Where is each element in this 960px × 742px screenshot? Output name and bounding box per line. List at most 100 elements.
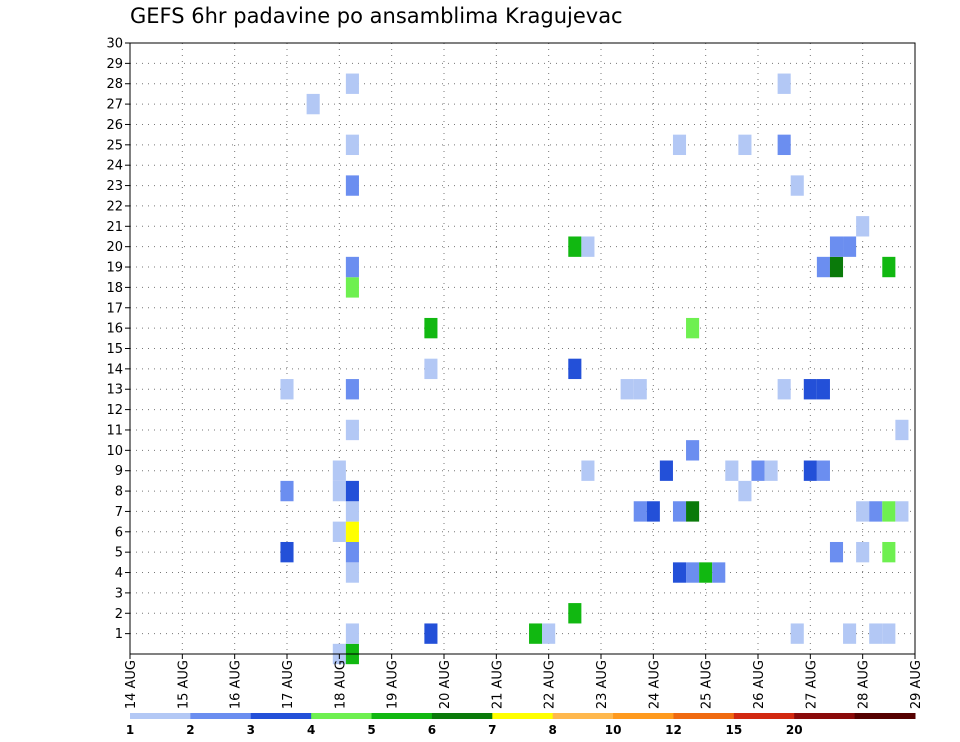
y-tick-label: 25: [106, 138, 123, 153]
x-tick-label: 17 AUG: [281, 660, 296, 709]
y-tick-label: 20: [106, 240, 123, 255]
precip-cell: [895, 419, 909, 441]
plot-frame: [129, 42, 916, 655]
precip-cell: [332, 460, 346, 481]
colorbar-swatch: [190, 713, 252, 719]
x-tick-label: 28 AUG: [857, 660, 872, 709]
precip-cell: [751, 460, 765, 481]
precip-cell: [672, 134, 687, 156]
y-tick-label: 9: [115, 464, 123, 479]
precip-cell: [829, 236, 844, 257]
precip-cell: [686, 317, 700, 339]
ensemble-cells: [280, 73, 909, 665]
y-axis: 1234567891011121314151617181920212223242…: [106, 37, 130, 642]
y-tick-label: 17: [106, 301, 123, 316]
x-tick-label: 16 AUG: [229, 660, 244, 709]
precip-cell: [345, 134, 359, 156]
precip-cell: [882, 623, 896, 644]
precip-cell: [895, 501, 909, 522]
precip-cell: [280, 379, 294, 400]
colorbar-label: 7: [488, 723, 496, 737]
colorbar-label: 4: [307, 723, 315, 737]
precip-cell: [829, 541, 844, 563]
x-tick-label: 20 AUG: [438, 660, 453, 709]
precip-cell: [345, 419, 359, 441]
colorbar-label: 20: [786, 723, 803, 737]
precip-cell: [633, 379, 647, 400]
precip-cell: [332, 480, 346, 502]
precip-cell: [882, 541, 896, 563]
precip-cell: [424, 358, 438, 380]
x-tick-label: 21 AUG: [490, 660, 505, 709]
precip-cell: [581, 460, 595, 481]
colorbar-label: 12: [665, 723, 682, 737]
y-tick-label: 29: [106, 57, 123, 72]
precip-cell: [816, 460, 830, 481]
precip-cell: [345, 175, 359, 196]
y-tick-label: 30: [106, 37, 123, 52]
precip-cell: [712, 562, 726, 583]
y-tick-label: 1: [115, 627, 123, 642]
precip-cell: [856, 501, 870, 522]
precip-cell: [345, 562, 359, 583]
x-tick-label: 23 AUG: [595, 660, 610, 709]
precip-cell: [646, 501, 660, 522]
y-tick-label: 16: [106, 322, 123, 337]
y-tick-label: 23: [106, 179, 123, 194]
precip-cell: [738, 480, 752, 502]
x-tick-label: 29 AUG: [909, 660, 924, 709]
colorbar-swatch: [250, 713, 312, 719]
precip-cell: [345, 501, 359, 522]
y-tick-label: 11: [106, 423, 123, 438]
precip-cell: [332, 521, 346, 542]
precip-cell: [345, 379, 359, 400]
colorbar-swatch: [673, 713, 735, 719]
y-tick-label: 27: [106, 98, 123, 113]
precip-cell: [777, 134, 791, 156]
y-tick-label: 13: [106, 383, 123, 398]
y-tick-label: 15: [106, 342, 123, 357]
y-tick-label: 10: [106, 444, 123, 459]
colorbar-swatch: [613, 713, 674, 719]
chart-title: GEFS 6hr padavine po ansamblima Kragujev…: [130, 4, 623, 28]
precip-cell: [882, 501, 896, 522]
x-tick-label: 15 AUG: [176, 660, 191, 709]
precip-cell: [659, 460, 673, 481]
y-tick-label: 21: [106, 220, 123, 235]
x-tick-label: 19 AUG: [386, 660, 401, 709]
precip-cell: [345, 73, 359, 94]
precip-cell: [843, 623, 857, 644]
precip-cell: [699, 562, 713, 583]
precip-cell: [633, 501, 647, 522]
gridlines: [130, 43, 915, 654]
y-tick-label: 18: [106, 281, 123, 296]
precip-cell: [345, 541, 359, 563]
precip-cell: [306, 93, 320, 115]
y-tick-label: 28: [106, 77, 123, 92]
precip-cell: [345, 256, 359, 278]
colorbar-label: 8: [549, 723, 557, 737]
colorbar-label: 1: [126, 723, 134, 737]
precip-cell: [672, 501, 687, 522]
y-tick-label: 19: [106, 261, 123, 276]
precip-cell: [345, 521, 359, 542]
colorbar-swatch: [492, 713, 554, 719]
precip-cell: [672, 562, 687, 583]
x-tick-label: 25 AUG: [700, 660, 715, 709]
y-tick-label: 12: [106, 403, 123, 418]
x-tick-label: 14 AUG: [124, 660, 139, 709]
precip-cell: [738, 134, 752, 156]
precip-cell: [856, 541, 870, 563]
colorbar-label: 2: [186, 723, 194, 737]
y-tick-label: 6: [115, 525, 123, 540]
colorbar-swatch: [733, 713, 795, 719]
y-tick-label: 4: [115, 566, 123, 581]
y-tick-label: 24: [106, 159, 123, 174]
precip-cell: [424, 623, 438, 644]
precip-cell: [816, 256, 830, 278]
y-tick-label: 7: [115, 505, 123, 520]
precip-cell: [568, 358, 582, 380]
precip-cell: [816, 379, 830, 400]
precip-cell: [869, 501, 883, 522]
